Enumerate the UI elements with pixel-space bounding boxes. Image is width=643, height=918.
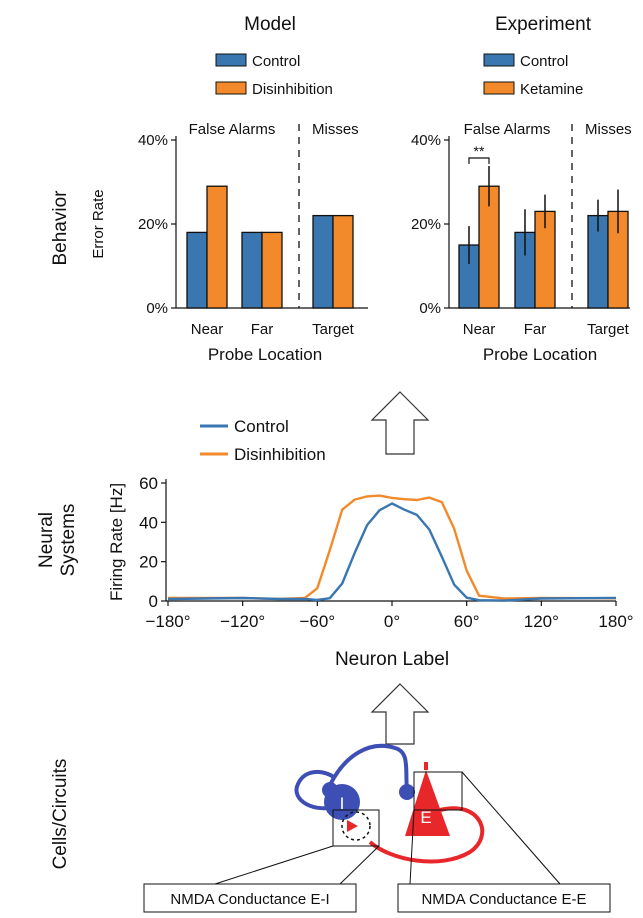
y-axis-label: Firing Rate [Hz] [107,483,126,601]
legend-label: Control [252,53,300,70]
ei-arrowhead [347,820,358,832]
x-tick-label: −60° [300,612,336,631]
experiment-bar-chart: Experiment Control Ketamine 0% 20% 40% False A… [411,14,632,364]
x-tick-label: Far [524,321,547,338]
x-tick-label: 0° [384,612,400,631]
x-tick-label: −180° [145,612,190,631]
model-bar-chart: Model Control Disinhibition 0% 20% 40% Error R… [90,14,368,364]
bar [333,216,353,308]
x-tick-label: 120° [524,612,559,631]
x-tick-label: 60° [454,612,480,631]
legend-label: Disinhibition [252,81,333,98]
y-tick-label: 40% [138,132,168,149]
y-tick-label: 60 [139,474,158,493]
bar [187,232,207,308]
label-nmda-ee: NMDA Conductance E-E [421,891,586,908]
x-axis-label: Neuron Label [335,649,449,670]
x-tick-label: Target [312,321,355,338]
x-tick-label: Near [191,321,224,338]
x-tick-label: Target [587,321,630,338]
x-tick-label: −120° [220,612,265,631]
legend-swatch [484,54,514,66]
y-tick-label: 20% [138,216,168,233]
level-label-behavior: Behavior [50,190,71,266]
bar [207,186,227,308]
chart-title: Model [244,14,296,35]
section-label-misses: Misses [312,121,359,138]
legend-swatch [484,82,514,94]
up-arrow-top [372,392,428,454]
section-label-false-alarms: False Alarms [189,121,276,138]
y-tick-label: 20% [411,216,441,233]
bar [242,232,262,308]
level-label-systems: Systems [58,504,79,577]
level-label-cells: Cells/Circuits [50,759,71,870]
x-tick-label: 180° [598,612,633,631]
legend-swatch [216,82,246,94]
inhib-synapse-right [399,784,415,800]
connector-ei-left [215,846,333,884]
section-label-false-alarms: False Alarms [464,121,551,138]
section-label-misses: Misses [585,121,632,138]
series-line [168,496,616,599]
label-nmda-ei: NMDA Conductance E-I [170,891,329,908]
circuit-diagram: I E NMDA Conductance E-I NMDA Conductanc… [144,746,610,912]
significance-stars: ** [474,143,485,159]
legend-label: Ketamine [520,81,583,98]
y-axis-label: Error Rate [90,189,107,258]
legend-label: Control [234,417,289,436]
y-tick-label: 0% [419,300,441,317]
x-tick-label: Near [463,321,496,338]
x-axis-label: Probe Location [483,345,597,364]
up-arrow-bottom [372,684,428,744]
x-tick-label: Far [251,321,274,338]
level-label-neural: Neural [36,512,57,568]
firing-rate-line-chart: Control Disinhibition 0 20 40 60 −180° −120° −60… [107,417,634,670]
bar [262,232,282,308]
y-tick-label: 20 [139,553,158,572]
legend-label: Disinhibition [234,445,326,464]
x-axis-label: Probe Location [208,345,322,364]
series-line [168,504,616,601]
y-tick-label: 0 [149,592,158,611]
connector-ee-right [462,772,560,884]
bar [313,216,333,308]
connector-ei-right [340,846,379,884]
excit-neuron-label: E [420,808,431,827]
y-tick-label: 0% [146,300,168,317]
chart-title: Experiment [495,14,592,35]
legend-swatch [216,54,246,66]
inhib-to-excit-arc [330,746,407,790]
y-tick-label: 40% [411,132,441,149]
y-tick-label: 40 [139,513,158,532]
legend-label: Control [520,53,568,70]
